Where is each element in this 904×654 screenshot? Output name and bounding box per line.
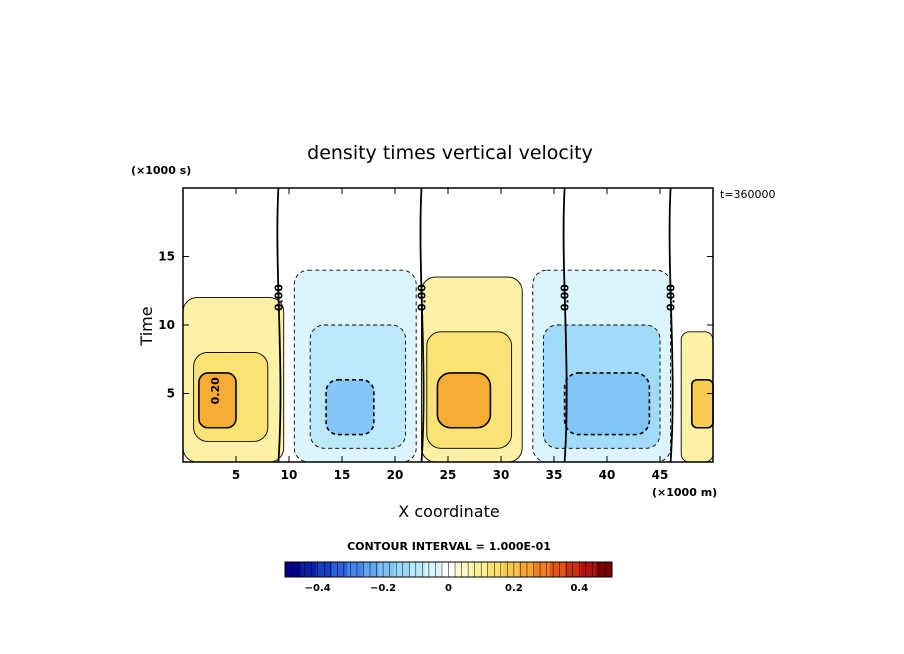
y-unit-label: (×1000 s) — [131, 164, 191, 177]
contour-interval-note: CONTOUR INTERVAL = 1.000E-01 — [347, 540, 551, 553]
y-tick-label-1: 10 — [158, 318, 175, 332]
colorbar-swatch-14 — [503, 562, 520, 577]
colorbar-swatch-9 — [425, 562, 442, 577]
colorbar-swatch-3 — [331, 562, 348, 577]
colorbar-swatch-4 — [347, 562, 364, 577]
x-tick-label-8: 45 — [652, 468, 669, 482]
zero-contour-label-1: 0.00 — [416, 284, 429, 311]
x-tick-label-5: 30 — [493, 468, 510, 482]
colorbar-swatch-13 — [487, 562, 504, 577]
heat-cell-5 — [326, 379, 374, 435]
colorbar-tick-label-2: 0 — [445, 583, 452, 594]
heat-cell-2 — [198, 372, 236, 428]
colorbar-tick-label-1: −0.2 — [370, 583, 396, 594]
contour-line-10 — [542, 324, 661, 449]
colorbar-tick-label-3: 0.2 — [505, 583, 523, 594]
colorbar-swatch-0 — [285, 562, 302, 577]
colorbar-tick-label-4: 0.4 — [570, 583, 588, 594]
zero-contour-label-0: 0.00 — [272, 284, 285, 311]
colorbar-swatch-19 — [580, 562, 597, 577]
colorbar-swatch-11 — [456, 562, 473, 577]
colorbar-swatch-17 — [549, 562, 566, 577]
zero-contour-label-3: 0.00 — [665, 284, 678, 311]
x-tick-label-7: 40 — [599, 468, 616, 482]
heatmap-field — [183, 270, 713, 462]
contour-line-4 — [309, 324, 407, 449]
x-tick-label-0: 5 — [232, 468, 240, 482]
zero-contour-2 — [562, 187, 568, 463]
chart-title: density times vertical velocity — [307, 142, 593, 164]
x-unit-label: (×1000 m) — [652, 486, 717, 499]
y-tick-label-0: 5 — [167, 387, 175, 401]
contour-line-7 — [426, 331, 513, 449]
x-tick-label-6: 35 — [546, 468, 563, 482]
heat-cell-11 — [564, 372, 650, 435]
colorbar-swatch-8 — [409, 562, 426, 577]
contour-labels: 0.00 0.00 0.00 0.00 0.20 — [209, 284, 678, 405]
colorbar-swatch-20 — [596, 562, 613, 577]
colorbar: −0.4 −0.2 0 0.2 0.4 — [284, 561, 613, 594]
x-tick-label-2: 15 — [334, 468, 351, 482]
x-axis: 5 10 15 20 25 30 35 40 45 — [232, 188, 669, 482]
heat-cell-13 — [691, 379, 713, 428]
colorbar-swatch-6 — [378, 562, 395, 577]
x-tick-label-3: 20 — [387, 468, 404, 482]
zero-contour-3 — [668, 187, 674, 463]
colorbar-swatch-5 — [362, 562, 379, 577]
colorbar-swatch-1 — [300, 562, 317, 577]
x-axis-title: X coordinate — [398, 502, 499, 521]
contour-line-11 — [563, 372, 651, 436]
colorbar-swatch-12 — [471, 562, 488, 577]
contour-line-1 — [193, 351, 269, 442]
colorbar-swatch-16 — [534, 562, 551, 577]
zero-contour-1 — [419, 187, 425, 463]
contour-line-2 — [198, 372, 237, 429]
x-tick-label-4: 25 — [440, 468, 457, 482]
contour-line-8 — [436, 372, 492, 429]
contour-lines — [182, 187, 714, 463]
y-tick-label-2: 15 — [158, 250, 175, 264]
colorbar-frame — [284, 561, 613, 578]
contour-line-3 — [293, 269, 417, 463]
colorbar-tick-label-0: −0.4 — [305, 583, 331, 594]
y-axis: 5 10 15 — [158, 250, 713, 401]
heat-cell-8 — [437, 372, 491, 428]
contour-line-5 — [325, 378, 375, 436]
colorbar-swatch-15 — [518, 562, 535, 577]
extreme-contour-label: 0.20 — [209, 377, 222, 404]
time-stamp: t=360000 — [720, 188, 776, 201]
colorbar-swatch-7 — [394, 562, 411, 577]
zero-contour-label-2: 0.00 — [559, 284, 572, 311]
zero-contour-0 — [276, 187, 282, 463]
x-tick-label-1: 10 — [281, 468, 298, 482]
y-axis-title: Time — [137, 306, 156, 346]
colorbar-swatch-18 — [565, 562, 582, 577]
